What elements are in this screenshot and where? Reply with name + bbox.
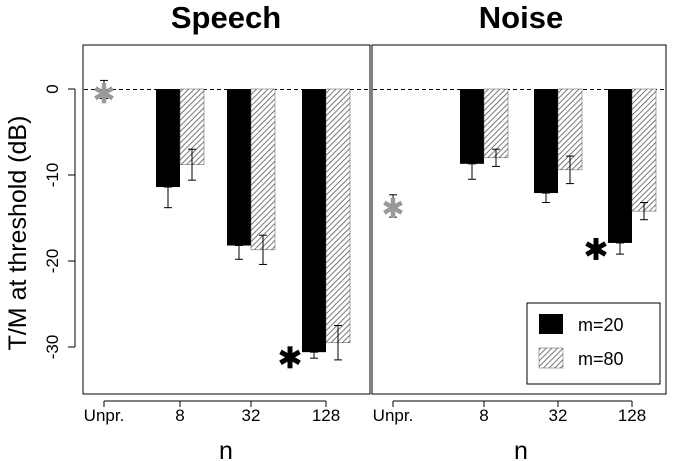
panel-marks [383,88,657,260]
unprocessed-marker [94,83,114,104]
bar-m80 [631,88,657,212]
bar-m20 [460,89,484,164]
bar-m20 [534,89,558,194]
speech-x-axis-title: n [219,437,233,461]
noise-panel-title: Noise [479,0,563,35]
bar-m80 [325,88,351,343]
speech-panel-title: Speech [171,0,281,35]
bar-m20 [227,89,251,246]
y-tick-label: -20 [43,249,62,274]
bar-m20 [302,89,326,353]
significance-star [585,237,607,260]
bar-m80 [483,88,509,159]
noise-panel-frame [371,44,667,395]
x-tick-label: Unpr. [373,406,414,425]
legend: m=20 m=80 [526,302,661,385]
legend-swatch-m80 [538,347,564,369]
y-tick-label: -30 [43,335,62,360]
x-tick-label: 32 [549,406,568,425]
x-tick-label: 32 [242,406,261,425]
x-tick-label: 8 [479,406,488,425]
x-tick-label: Unpr. [84,406,125,425]
speech-panel-frame [82,44,371,395]
y-tick-label: -10 [43,163,62,188]
legend-swatch-m20 [539,314,563,334]
unprocessed-marker [383,197,403,218]
bar-m20 [608,89,632,243]
legend-label-m80: m=80 [578,349,624,369]
y-axis-title: T/M at threshold (dB) [4,116,32,351]
x-tick-label: 128 [312,406,340,425]
bar-m80 [250,88,276,251]
panel-marks [94,79,351,369]
x-tick-label: 128 [618,406,646,425]
legend-label-m20: m=20 [578,315,624,335]
significance-star [279,346,301,369]
y-tick-label: 0 [43,84,62,93]
noise-x-axis-title: n [514,437,528,461]
x-tick-label: 8 [175,406,184,425]
bar-m20 [156,89,180,188]
